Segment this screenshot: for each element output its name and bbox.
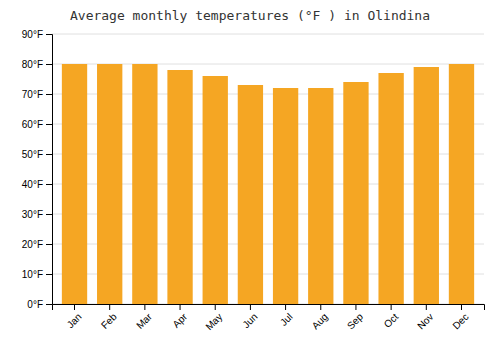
plot-area: Jan Feb Mar Apr May Jun Jul Aug Sep Oct Nov Dec 0°F 1… bbox=[22, 29, 485, 333]
x-tick: Dec bbox=[450, 304, 470, 331]
y-tick: 20°F bbox=[22, 239, 52, 250]
y-tick-label: 60°F bbox=[22, 119, 43, 130]
y-tick-label: 30°F bbox=[22, 209, 43, 220]
y-tick-mark bbox=[46, 244, 52, 245]
y-tick-label: 80°F bbox=[22, 59, 43, 70]
bar bbox=[414, 67, 439, 304]
x-tick-mark bbox=[320, 304, 321, 310]
x-tick-mark bbox=[285, 304, 286, 310]
title: Average monthly temperatures (°F ) in Ol… bbox=[70, 8, 430, 23]
x-tick-mark bbox=[355, 304, 356, 310]
x-tick-label: Nov bbox=[415, 311, 435, 331]
x-tick: Feb bbox=[99, 304, 119, 331]
chart: Jan Feb Mar Apr May Jun Jul Aug Sep Oct Nov Dec 0°F 1… bbox=[0, 0, 500, 350]
y-tick-label: 90°F bbox=[22, 29, 43, 40]
x-tick-label: Oct bbox=[382, 311, 401, 330]
y-tick-label: 20°F bbox=[22, 239, 43, 250]
x-tick-label: Jun bbox=[240, 311, 259, 330]
x-tick-label: Mar bbox=[134, 311, 154, 331]
x-tick-label: Jul bbox=[278, 311, 295, 328]
bar bbox=[273, 88, 298, 304]
x-tick-mark bbox=[426, 304, 427, 310]
x-tick: Mar bbox=[134, 304, 154, 331]
y-tick-label: 50°F bbox=[22, 149, 43, 160]
x-tick: Nov bbox=[415, 304, 435, 331]
y-tick-mark bbox=[46, 214, 52, 215]
x-tick: Jul bbox=[278, 304, 295, 328]
y-tick-mark bbox=[46, 94, 52, 95]
x-tick: Jan bbox=[65, 304, 84, 330]
x-tick-mark bbox=[180, 304, 181, 310]
bar bbox=[97, 64, 122, 304]
bar bbox=[167, 70, 192, 304]
bar bbox=[308, 88, 333, 304]
x-tick-mark bbox=[391, 304, 392, 310]
x-tick-label: Sep bbox=[345, 311, 366, 332]
y-tick: 90°F bbox=[22, 29, 52, 40]
y-axis: 0°F 10°F 20°F 30°F 40°F 50°F 60°F 70°F 80°F 90°F bbox=[22, 29, 53, 310]
bars bbox=[62, 64, 474, 304]
x-tick: Apr bbox=[170, 304, 189, 330]
x-tick-mark bbox=[109, 304, 110, 310]
x-tick: Aug bbox=[310, 304, 330, 331]
x-tick-label: Dec bbox=[450, 311, 470, 331]
y-tick-mark bbox=[46, 274, 52, 275]
x-tick-mark bbox=[144, 304, 145, 310]
y-tick-label: 70°F bbox=[22, 89, 43, 100]
y-tick-mark bbox=[46, 124, 52, 125]
y-tick: 80°F bbox=[22, 59, 52, 70]
y-axis-line bbox=[46, 35, 53, 305]
x-axis: Jan Feb Mar Apr May Jun Jul Aug Sep Oct Nov Dec bbox=[53, 304, 485, 332]
y-tick: 40°F bbox=[22, 179, 52, 190]
y-tick: 10°F bbox=[22, 269, 52, 280]
x-tick-label: Apr bbox=[170, 311, 189, 330]
bar bbox=[378, 73, 403, 304]
bar bbox=[449, 64, 474, 304]
y-tick: 50°F bbox=[22, 149, 52, 160]
x-tick-mark bbox=[461, 304, 462, 310]
y-tick-label: 40°F bbox=[22, 179, 43, 190]
y-tick-mark bbox=[46, 184, 52, 185]
x-tick-label: Jan bbox=[65, 311, 84, 330]
x-tick-label: Aug bbox=[310, 311, 330, 331]
grid-line bbox=[52, 34, 484, 35]
y-tick: 0°F bbox=[27, 299, 52, 310]
y-tick-mark bbox=[46, 64, 52, 65]
bar bbox=[132, 64, 157, 304]
y-tick-mark bbox=[46, 34, 52, 35]
y-tick-label: 0°F bbox=[27, 299, 43, 310]
y-tick-mark bbox=[46, 304, 52, 305]
y-tick: 70°F bbox=[22, 89, 52, 100]
bar bbox=[238, 85, 263, 304]
bar bbox=[62, 64, 87, 304]
bar bbox=[203, 76, 228, 304]
x-tick: Oct bbox=[382, 304, 401, 330]
x-tick-label: Feb bbox=[99, 311, 119, 331]
x-tick: Sep bbox=[345, 304, 366, 331]
bar bbox=[343, 82, 368, 304]
x-tick: May bbox=[203, 304, 224, 332]
x-tick-mark bbox=[250, 304, 251, 310]
y-tick-mark bbox=[46, 154, 52, 155]
x-tick-mark bbox=[74, 304, 75, 310]
grid bbox=[52, 34, 484, 304]
y-tick-label: 10°F bbox=[22, 269, 43, 280]
y-tick: 30°F bbox=[22, 209, 52, 220]
y-tick: 60°F bbox=[22, 119, 52, 130]
x-tick-mark bbox=[215, 304, 216, 310]
x-tick-label: May bbox=[203, 311, 224, 332]
x-tick: Jun bbox=[240, 304, 259, 330]
x-axis-line bbox=[53, 305, 485, 311]
